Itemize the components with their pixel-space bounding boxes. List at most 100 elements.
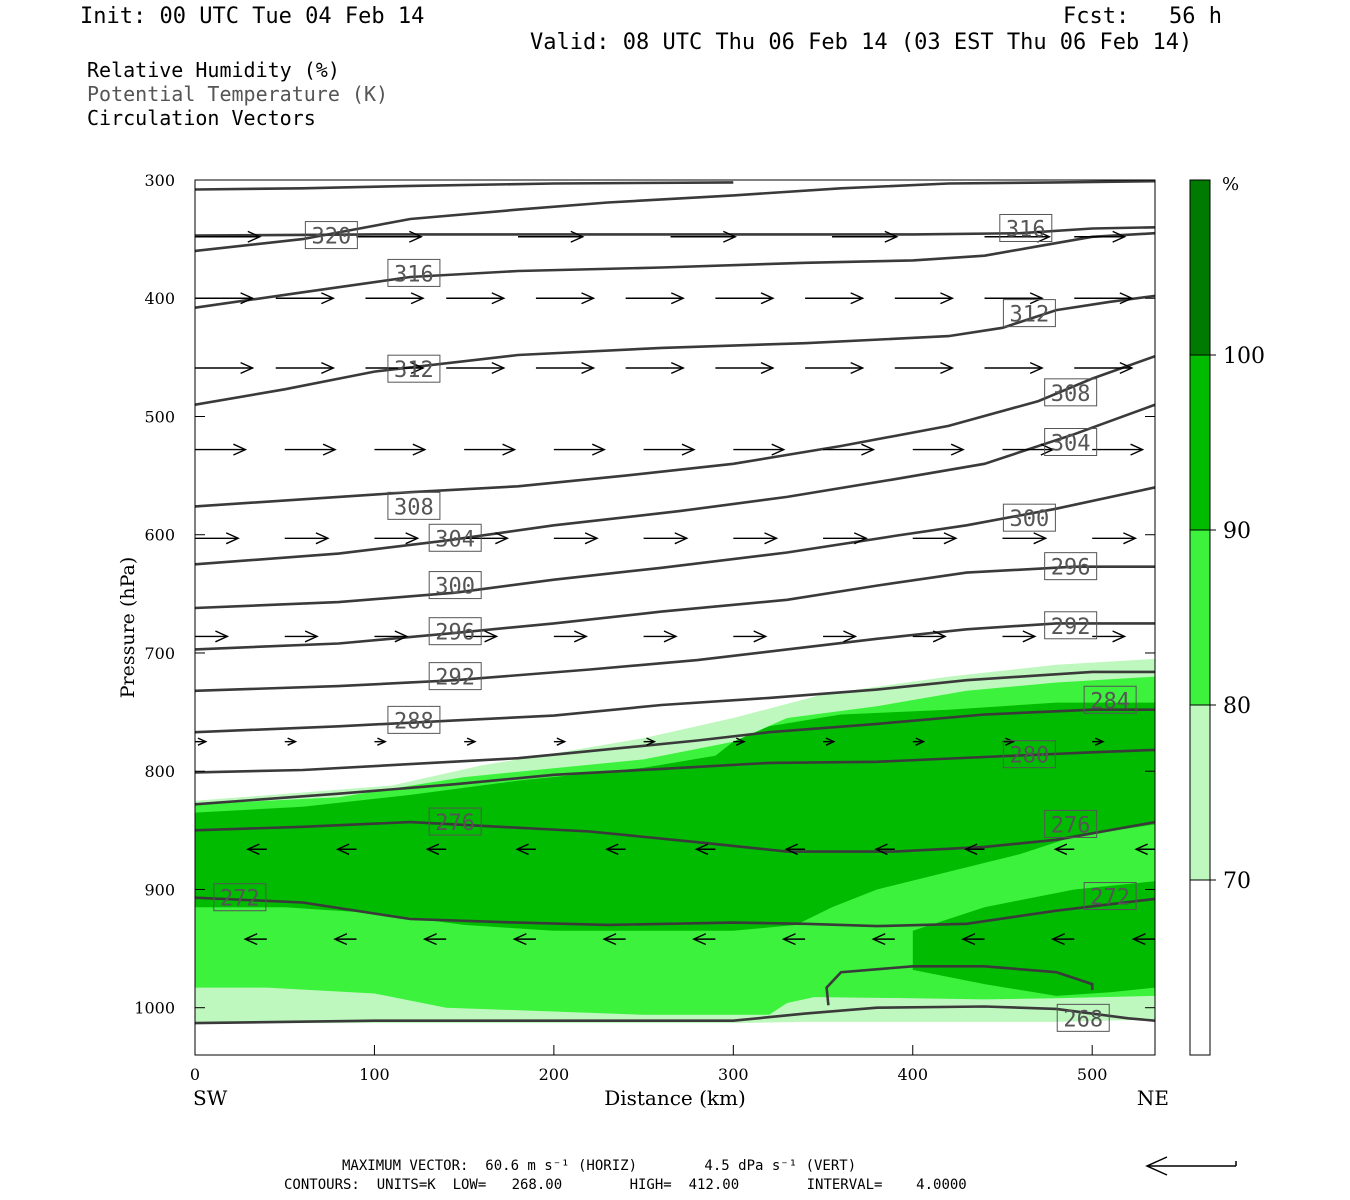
x-endpoint-ne: NE [1137,1086,1169,1110]
circulation-vector [553,443,606,456]
contour-label: 308 [394,495,434,520]
circulation-vector [670,230,738,243]
circulation-vector [517,230,585,243]
circulation-vector [733,443,786,456]
x-tick-label: 200 [539,1065,570,1084]
contour-label: 316 [1006,217,1046,242]
theta-contour [195,708,1155,774]
circulation-vector [446,361,506,375]
circulation-vector [374,532,420,545]
contour-label-box [428,617,482,646]
theta-contour [195,180,1155,253]
circulation-vector [553,737,567,746]
circulation-vector [284,737,298,746]
circulation-vector [512,933,536,946]
circulation-vector [823,443,876,456]
contour-label-box [428,662,482,691]
circulation-vector [961,933,985,946]
circulation-vector [275,292,336,305]
circulation-vector [823,737,836,746]
circulation-vector [984,292,1044,305]
circulation-vector [464,630,499,643]
theta-contour [195,354,1155,508]
colorbar-segment [1190,355,1210,530]
circulation-vector [871,933,895,946]
circulation-vector [1053,843,1075,856]
circulation-vector [195,737,208,746]
colorbar-frame [1189,179,1211,1056]
contour-label: 296 [435,621,475,646]
circulation-vector [984,230,1052,243]
circulation-vector [535,292,596,305]
x-tick-label: 0 [190,1065,200,1084]
circulation-vector [1092,737,1105,746]
theta-contour [195,670,1155,734]
contour-label-box [1044,611,1098,640]
circulation-vector [1092,532,1138,545]
circulation-vector [1002,630,1037,643]
circulation-vector [535,361,596,375]
circulation-vector [715,292,775,305]
contour-label-box [387,258,441,287]
contour-label-box [1044,809,1098,838]
field-theta-label: Potential Temperature (K) [87,82,389,106]
circulation-vector [464,443,517,456]
y-tick-label: 500 [144,407,175,426]
contour-label-box [428,523,482,552]
field-rh-label: Relative Humidity (%) [87,58,340,82]
circulation-vector [625,292,685,305]
colorbar-label: 70 [1223,869,1251,894]
circulation-vector [643,630,678,643]
theta-contour [195,226,1155,237]
circulation-vector [912,737,926,746]
x-tick-label: 300 [718,1065,749,1084]
circulation-vector [553,630,588,643]
circulation-vector [374,737,387,746]
theta-contour [195,896,1155,928]
circulation-vector [733,737,746,746]
contour-label: 312 [394,358,434,383]
contour-label: 272 [1090,886,1130,911]
circulation-vector [643,443,696,456]
x-tick-label: 100 [359,1065,390,1084]
contour-label-box [428,807,482,836]
colorbar-unit: % [1222,174,1239,195]
x-tick-label: 400 [897,1065,928,1084]
contour-label-box [999,213,1053,242]
circulation-vector [602,933,626,946]
circulation-vector [832,230,899,243]
theta-contour [195,748,1155,806]
contour-label-box [1083,685,1137,714]
contour-label-box [1056,1003,1110,1032]
circulation-vector [1050,933,1075,946]
y-tick-label: 600 [144,526,175,545]
circulation-vector [1092,630,1127,643]
circulation-vector [1074,361,1134,375]
theta-contour [195,231,1155,309]
contour-label: 268 [1063,1007,1103,1032]
circulation-vector [912,532,958,545]
circulation-vector [605,843,626,856]
contour-label-box [387,354,441,383]
theta-contour [195,622,1155,693]
circulation-vector [464,737,477,746]
contour-label: 272 [220,887,260,912]
circulation-vector [784,843,806,856]
circulation-vector [1002,532,1048,545]
contour-label: 276 [435,811,475,836]
circulation-vector [425,843,447,856]
circulation-vector [715,361,775,375]
contour-label-box [1044,552,1098,581]
y-tick-label: 900 [144,880,175,899]
circulation-vector [1002,737,1015,746]
circulation-vector [333,933,357,946]
contour-label-box [428,571,482,600]
circulation-vector [692,933,716,946]
theta-contour [195,820,1155,853]
circulation-vector [553,532,599,545]
circulation-vector [805,361,865,375]
field-vectors-label: Circulation Vectors [87,106,316,130]
x-endpoint-sw: SW [193,1086,228,1110]
contour-label-box [1044,428,1098,456]
colorbar-label: 80 [1223,694,1251,719]
